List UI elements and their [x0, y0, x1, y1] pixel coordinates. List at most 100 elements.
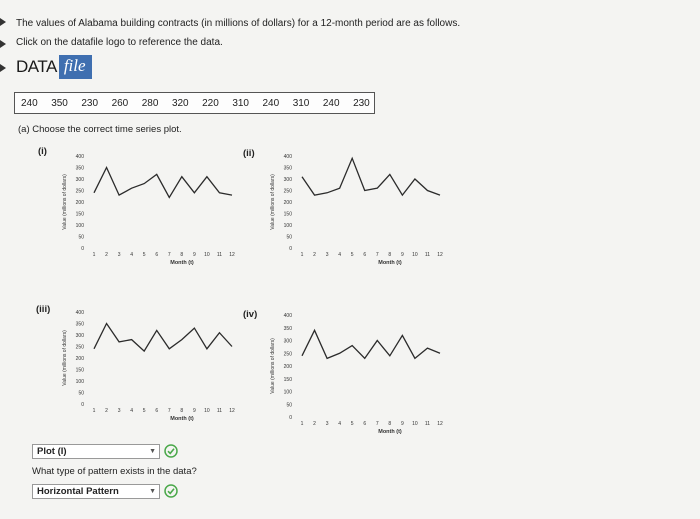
x-tick-label: 9	[193, 252, 196, 258]
y-tick-label: 400	[284, 154, 293, 160]
y-tick-label: 300	[76, 177, 85, 183]
x-axis-label: Month (t)	[378, 429, 402, 435]
data-value: 350	[51, 97, 68, 109]
datafile-logo[interactable]: DATA file	[14, 55, 92, 79]
y-tick-label: 150	[284, 212, 293, 218]
x-tick-label: 6	[363, 421, 366, 427]
x-tick-label: 3	[118, 408, 121, 414]
logo-data-text: DATA	[16, 57, 57, 76]
plot-choice-dropdown[interactable]: Plot (I) ▼	[32, 444, 160, 459]
plot-iii[interactable]: Value (millions of dollars) 0 50 100 150 200 2…	[60, 306, 240, 426]
nav-marker-3	[0, 64, 6, 72]
y-tick-label: 150	[76, 368, 85, 374]
x-tick-label: 12	[437, 252, 443, 258]
x-tick-label: 4	[130, 408, 133, 414]
x-tick-label: 5	[143, 408, 146, 414]
plot-label-iv: (iv)	[243, 309, 258, 320]
y-tick-label: 50	[78, 235, 84, 241]
data-values-table: 240 350 230 260 280 320 220 310 240 310 240 230	[14, 92, 375, 114]
question-pattern: What type of pattern exists in the data?	[32, 466, 197, 477]
data-value: 320	[171, 97, 189, 109]
y-tick-label: 350	[76, 166, 85, 172]
x-tick-label: 10	[204, 408, 210, 414]
x-tick-label: 7	[168, 252, 171, 258]
nav-marker-2	[0, 40, 6, 48]
x-axis-label: Month (t)	[170, 416, 194, 422]
data-value: 260	[111, 97, 129, 109]
x-tick-label: 1	[93, 252, 96, 258]
data-value: 230	[353, 97, 370, 109]
y-tick-label: 300	[284, 177, 293, 183]
x-tick-label: 6	[155, 252, 158, 258]
x-tick-label: 2	[313, 421, 316, 427]
logo-file-text: file	[58, 55, 92, 79]
y-tick-label: 200	[284, 364, 293, 370]
x-tick-label: 11	[425, 252, 430, 258]
x-tick-label: 12	[229, 408, 235, 414]
data-value: 310	[292, 97, 310, 109]
x-tick-label: 8	[388, 421, 391, 427]
y-axis-label: Value (millions of dollars)	[270, 174, 276, 230]
y-tick-label: 0	[81, 402, 84, 408]
x-tick-label: 5	[351, 252, 354, 258]
series-line	[301, 156, 441, 197]
x-tick-label: 4	[130, 252, 133, 258]
plot-label-ii: (ii)	[243, 148, 255, 159]
x-tick-label: 11	[425, 421, 430, 427]
x-tick-label: 1	[301, 252, 304, 258]
y-tick-label: 400	[284, 313, 293, 319]
x-tick-label: 8	[180, 408, 183, 414]
y-tick-label: 200	[76, 356, 85, 362]
y-tick-label: 250	[76, 189, 85, 195]
x-tick-label: 7	[376, 252, 379, 258]
x-tick-label: 3	[118, 252, 121, 258]
plot-ii[interactable]: Value (millions of dollars) 0 50 100 150 200 2…	[268, 150, 448, 270]
x-tick-label: 7	[376, 421, 379, 427]
x-tick-label: 9	[401, 421, 404, 427]
x-tick-label: 9	[193, 408, 196, 414]
y-tick-label: 150	[284, 377, 293, 383]
y-tick-label: 400	[76, 310, 85, 316]
x-tick-label: 1	[93, 408, 96, 414]
data-value: 310	[232, 97, 249, 109]
x-tick-label: 2	[313, 252, 316, 258]
pattern-dropdown[interactable]: Horizontal Pattern ▼	[32, 484, 160, 499]
y-tick-label: 100	[284, 390, 293, 396]
y-tick-label: 50	[286, 402, 292, 408]
x-tick-label: 10	[204, 252, 210, 258]
y-tick-label: 300	[284, 339, 293, 345]
x-tick-label: 11	[217, 252, 222, 258]
y-tick-label: 150	[76, 212, 85, 218]
data-value: 230	[81, 97, 99, 109]
chevron-down-icon: ▼	[149, 448, 156, 455]
y-tick-label: 100	[76, 223, 85, 229]
y-tick-label: 250	[76, 345, 85, 351]
plot-i[interactable]: Value (millions of dollars) 0 50 100 150 200 2…	[60, 150, 240, 270]
chevron-down-icon: ▼	[149, 488, 156, 495]
y-tick-label: 0	[289, 415, 292, 421]
datafile-instruction: Click on the datafile logo to reference …	[16, 37, 223, 48]
question-a: (a) Choose the correct time series plot.	[18, 124, 182, 135]
x-tick-label: 3	[326, 421, 329, 427]
x-tick-label: 8	[388, 252, 391, 258]
plot-choice-value: Plot (I)	[37, 446, 67, 457]
nav-marker-1	[0, 18, 6, 26]
y-tick-label: 350	[76, 322, 85, 328]
y-axis-label: Value (millions of dollars)	[62, 330, 68, 386]
problem-statement: The values of Alabama building contracts…	[16, 18, 461, 29]
x-axis-label: Month (t)	[378, 260, 402, 266]
y-axis-label: Value (millions of dollars)	[270, 338, 276, 394]
x-tick-label: 12	[229, 252, 235, 258]
x-tick-label: 1	[301, 421, 304, 427]
x-tick-label: 5	[143, 252, 146, 258]
check-icon	[164, 484, 178, 498]
x-tick-label: 2	[105, 252, 108, 258]
y-tick-label: 300	[76, 333, 85, 339]
chart-svg: Value (millions of dollars) 0 50 100 150 200 2…	[62, 154, 235, 266]
y-tick-label: 350	[284, 326, 293, 332]
data-value: 240	[262, 97, 280, 109]
y-tick-label: 50	[286, 235, 292, 241]
x-tick-label: 8	[180, 252, 183, 258]
y-axis-label: Value (millions of dollars)	[62, 174, 68, 230]
plot-iv[interactable]: Value (millions of dollars) 0 50 100 150 200 2…	[268, 309, 448, 439]
